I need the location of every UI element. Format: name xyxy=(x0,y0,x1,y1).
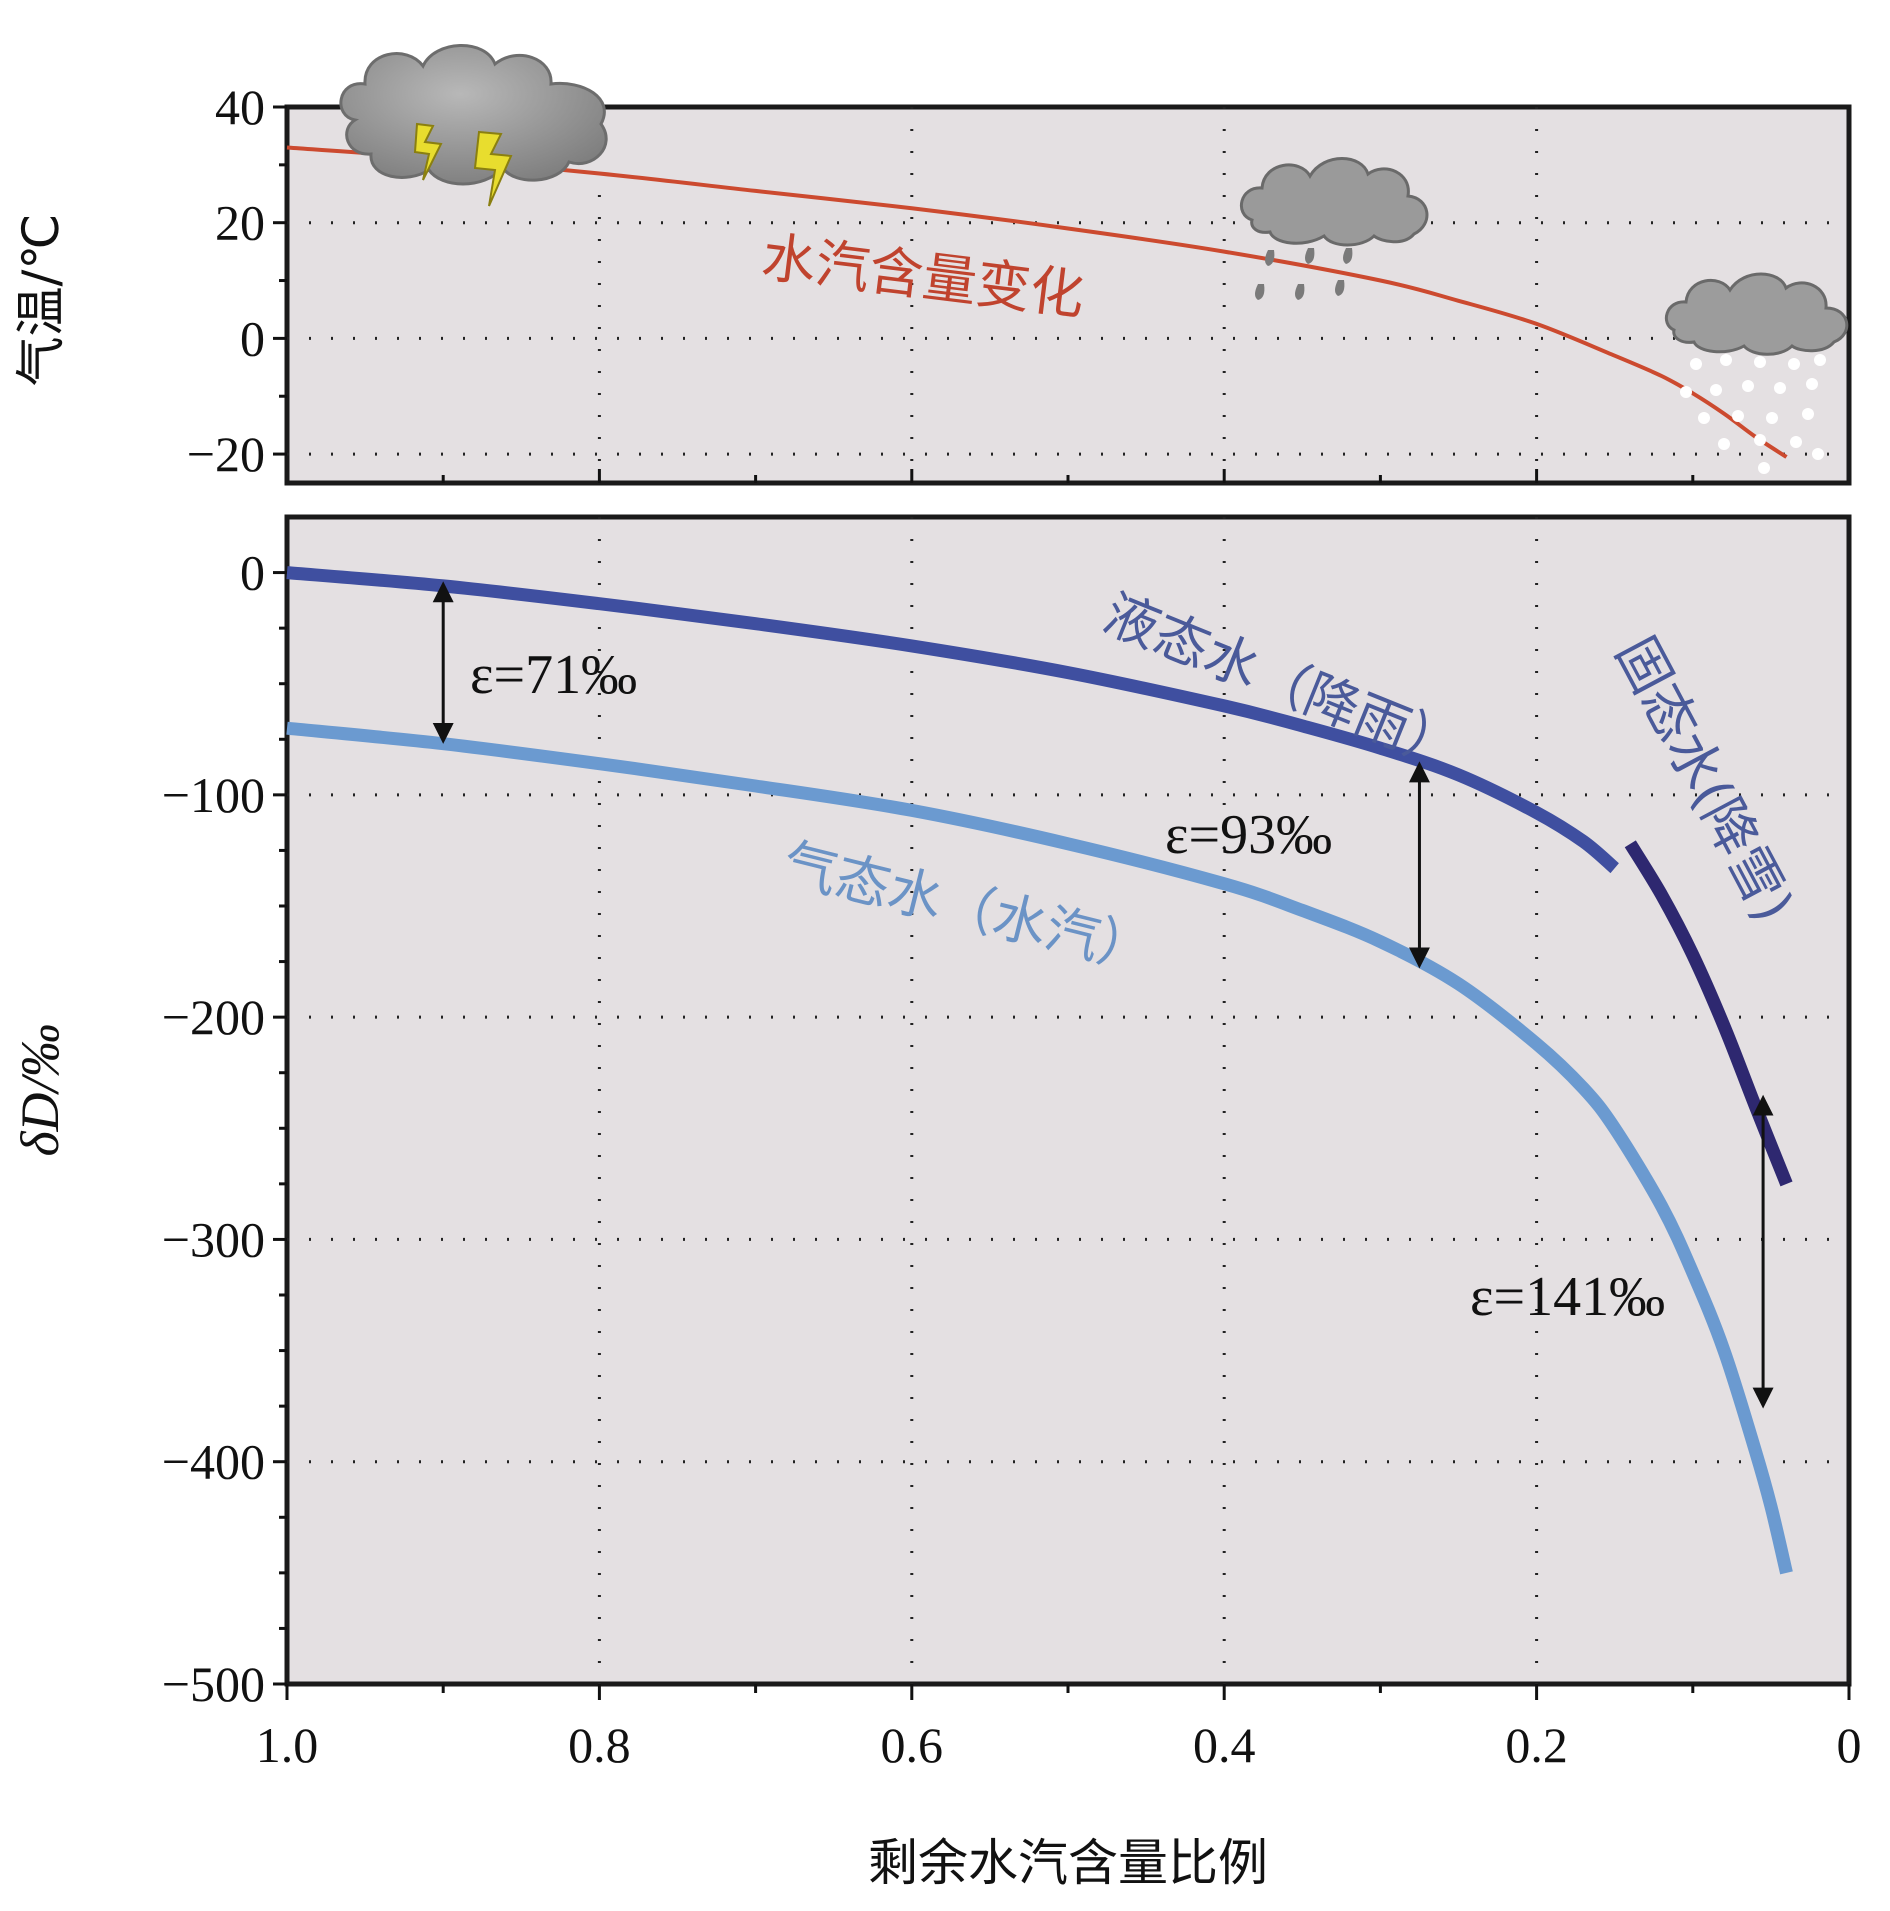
y-tick-label: 0 xyxy=(240,545,265,601)
x-tick-label: 0.8 xyxy=(568,1717,631,1773)
epsilon-141-label: ε=141‰ xyxy=(1470,1266,1665,1328)
y-tick-label: −20 xyxy=(187,426,265,482)
x-axis-title: 剩余水汽含量比例 xyxy=(868,1834,1268,1892)
y-tick-label: 0 xyxy=(240,310,265,366)
liquid-series-line xyxy=(286,566,1619,874)
epsilon-71-label: ε=71‰ xyxy=(470,644,637,706)
y-tick-label: 20 xyxy=(215,195,265,251)
rain-cloud-icon xyxy=(1240,157,1429,300)
y-tick-label: −400 xyxy=(162,1434,265,1490)
snow-cloud-icon xyxy=(1664,272,1849,474)
thunderstorm-cloud-icon xyxy=(339,44,608,207)
y-tick-label: 40 xyxy=(215,79,265,135)
x-tick-label: 0 xyxy=(1837,1717,1862,1773)
temperature-y-axis-title: 气温/℃ xyxy=(12,214,70,387)
x-tick-label: 0.6 xyxy=(881,1717,944,1773)
deuterium-y-axis-title: δD/‰ xyxy=(10,1023,70,1156)
temperature-x-ticks xyxy=(441,469,1695,483)
epsilon-93-label: ε=93‰ xyxy=(1165,804,1332,866)
x-tick-label: 0.4 xyxy=(1193,1717,1256,1773)
deuterium-y-ticks: 0 −100 −200 −300 −400 −500 xyxy=(162,545,287,1712)
temperature-y-ticks: 40 20 0 −20 xyxy=(187,79,287,482)
x-tick-label: 0.2 xyxy=(1505,1717,1568,1773)
y-tick-label: −200 xyxy=(162,989,265,1045)
y-tick-label: −100 xyxy=(162,767,265,823)
y-tick-label: −300 xyxy=(162,1211,265,1267)
deuterium-x-ticks: 1.0 0.8 0.6 0.4 0.2 0 xyxy=(256,1684,1862,1773)
x-tick-label: 1.0 xyxy=(256,1717,319,1773)
deuterium-panel: 0−100−200−300−400−500 1.0 0.8 0.6 0.4 0.2 0 液… xyxy=(10,514,1862,1892)
vapor-series-line xyxy=(286,721,1793,1575)
y-tick-label: −500 xyxy=(162,1656,265,1712)
